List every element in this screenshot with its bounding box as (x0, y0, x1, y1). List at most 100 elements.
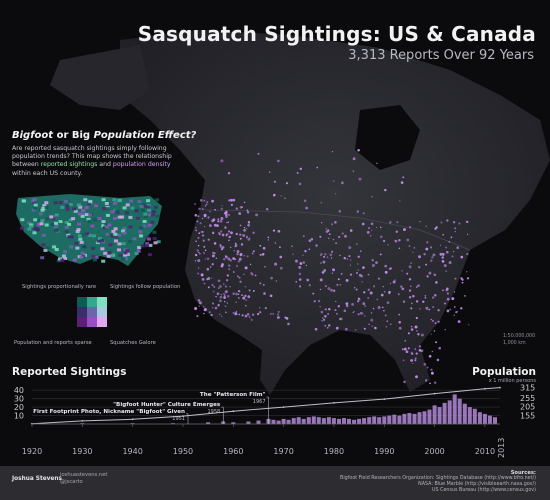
sighting-dot (204, 205, 207, 207)
legend-label-top-left: Sightings proportionally rare (22, 284, 97, 290)
mini-map-cell (32, 226, 37, 230)
sighting-dot (197, 236, 200, 239)
annotation-label: First Footprint Photo, Nickname "Bigfoot… (33, 409, 185, 415)
sighting-dot (384, 270, 388, 274)
sighting-dot (423, 362, 427, 366)
sighting-dot (242, 234, 246, 237)
mini-map-cell (58, 220, 63, 224)
sighting-dot (262, 283, 265, 286)
mini-map-cell (140, 208, 145, 212)
mini-map-cell (124, 257, 128, 261)
mini-map-cell (113, 201, 117, 205)
sighting-dot (215, 295, 217, 298)
sighting-dot (203, 213, 207, 217)
mini-map-cell (45, 217, 50, 221)
mini-map-cell (122, 231, 127, 235)
sighting-dot (270, 313, 272, 315)
sighting-dot (258, 307, 261, 309)
sighting-dot (424, 295, 427, 297)
sighting-dot (199, 222, 202, 225)
mini-map-cells (20, 198, 161, 263)
sighting-dot (339, 317, 343, 321)
sighting-dot (456, 310, 458, 313)
sighting-dot (194, 253, 198, 257)
sighting-dot (435, 341, 438, 344)
sighting-dot (415, 352, 418, 355)
sighting-dot (210, 313, 213, 317)
sighting-dot (203, 282, 206, 285)
sighting-dot (403, 380, 406, 384)
sighting-dot (274, 242, 277, 244)
x-tick-label: 2010 (475, 447, 495, 456)
sighting-dot (431, 350, 433, 353)
sighting-dot (389, 282, 392, 285)
sightings-bar (296, 417, 301, 424)
sighting-dot (277, 316, 280, 319)
mini-map-cell (41, 243, 46, 247)
sighting-dot (442, 289, 444, 292)
sighting-dot (319, 235, 322, 238)
sighting-dot (384, 314, 387, 317)
sighting-dot (219, 295, 223, 299)
desc-highlight-sightings: reported sightings (40, 161, 98, 169)
sighting-dot (217, 304, 220, 307)
mini-map-cell (61, 254, 66, 258)
population-point (433, 392, 436, 395)
mini-map-cell (145, 242, 149, 246)
sighting-dot (401, 270, 403, 272)
sighting-dot (201, 230, 204, 233)
sighting-dot (324, 285, 327, 288)
sighting-dot (330, 257, 333, 259)
sighting-dot (434, 322, 437, 325)
sighting-dot (203, 225, 206, 228)
sighting-dot (224, 213, 228, 217)
mini-map-cell (145, 244, 150, 248)
mini-map-cell (134, 252, 139, 255)
sighting-dot (243, 228, 247, 232)
sighting-dot (430, 368, 433, 371)
sighting-dot (197, 251, 200, 254)
sighting-dot (334, 221, 337, 224)
mini-map-cell (117, 233, 122, 237)
sighting-dot (211, 283, 214, 287)
mini-map-cell (96, 239, 101, 243)
annotation-label: "Bigfoot Hunter" Culture Emerges (113, 402, 221, 408)
sighting-dot (345, 302, 349, 306)
sighting-dot (370, 222, 374, 226)
sighting-dot (198, 232, 201, 235)
sighting-dot (299, 262, 303, 265)
sighting-dot (419, 221, 421, 223)
sighting-dot (383, 290, 386, 293)
sighting-dot (412, 295, 415, 298)
sighting-dot (298, 182, 302, 186)
mini-map-cell (101, 259, 106, 263)
sighting-dot (212, 302, 214, 305)
author-website-link[interactable]: joshuastevens.net (60, 472, 108, 478)
mini-map-cell (99, 239, 104, 243)
sighting-dot (405, 350, 409, 354)
right-tick-label: 315 (520, 384, 535, 393)
sighting-dot (225, 215, 228, 218)
mini-map-cell (72, 258, 77, 262)
sighting-dot (239, 233, 242, 237)
mini-map-cell (101, 220, 106, 224)
sighting-dot (438, 346, 441, 350)
sighting-dot (235, 292, 238, 296)
sighting-dot (302, 261, 306, 264)
x-tick-label: 1950 (173, 447, 193, 456)
sighting-dot (449, 308, 452, 311)
mini-map-cell (64, 199, 69, 203)
sighting-dot (402, 176, 405, 179)
author-twitter-link[interactable]: @jscarto (60, 479, 83, 485)
mini-map-cell (91, 246, 96, 250)
sighting-dot (456, 246, 460, 250)
mini-map-cell (69, 245, 74, 249)
mini-map-cell (65, 230, 70, 234)
mini-map-cell (94, 204, 98, 208)
sighting-dot (341, 181, 344, 185)
sighting-dot (404, 339, 407, 342)
sighting-dot (412, 251, 414, 253)
mini-map-cell (53, 201, 58, 205)
sighting-dot (370, 312, 373, 314)
sighting-dot (243, 254, 246, 257)
